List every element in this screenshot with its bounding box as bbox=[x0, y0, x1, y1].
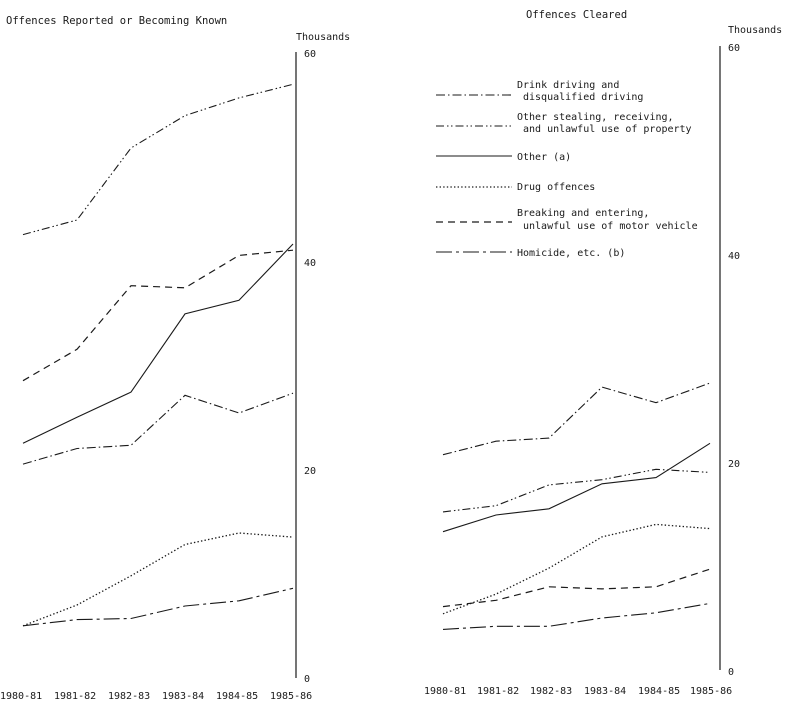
legend-label: Drink driving and bbox=[517, 80, 619, 91]
series-line-longdash bbox=[442, 602, 711, 630]
x-tick-label: 1983-84 bbox=[584, 686, 626, 697]
x-tick-label: 1981-82 bbox=[54, 691, 96, 702]
x-tick-label: 1984-85 bbox=[638, 686, 680, 697]
legend-label: Breaking and entering, bbox=[517, 208, 649, 219]
y-tick-label: 0 bbox=[728, 667, 734, 678]
series-line-dashdotdot bbox=[442, 468, 711, 513]
x-tick-label: 1983-84 bbox=[162, 691, 204, 702]
x-tick-label: 1980-81 bbox=[424, 686, 466, 697]
legend-label: unlawful use of motor vehicle bbox=[523, 221, 698, 232]
y-tick-label: 20 bbox=[304, 466, 316, 477]
chart-right: Offences Cleared Thousands 60 40 20 0 19… bbox=[424, 9, 782, 697]
series-line-dashdot bbox=[22, 392, 294, 465]
series-line-dotted bbox=[22, 532, 294, 627]
y-tick-label: 20 bbox=[728, 459, 740, 470]
x-tick-label: 1985-86 bbox=[270, 691, 312, 702]
series-line-dashed bbox=[442, 568, 711, 608]
chart-right-ylabel: Thousands bbox=[728, 25, 782, 36]
y-tick-label: 60 bbox=[304, 49, 316, 60]
x-tick-label: 1982-83 bbox=[108, 691, 150, 702]
legend-label: Other (a) bbox=[517, 152, 571, 163]
legend-label: and unlawful use of property bbox=[523, 124, 692, 135]
series-line-dotted bbox=[442, 523, 711, 615]
chart-left-title: Offences Reported or Becoming Known bbox=[6, 15, 227, 27]
chart-right-series bbox=[442, 382, 711, 630]
series-line-solid bbox=[22, 243, 294, 444]
y-tick-label: 40 bbox=[728, 251, 740, 262]
legend-label: Other stealing, receiving, bbox=[517, 112, 674, 123]
x-tick-label: 1984-85 bbox=[216, 691, 258, 702]
chart-left-series bbox=[22, 83, 294, 627]
legend-label: disqualified driving bbox=[523, 92, 643, 103]
series-line-solid bbox=[442, 442, 711, 533]
series-line-dashed bbox=[22, 249, 294, 382]
series-line-dashdotdot bbox=[22, 83, 294, 236]
y-tick-label: 60 bbox=[728, 43, 740, 54]
series-line-longdash bbox=[22, 587, 294, 627]
y-tick-label: 40 bbox=[304, 258, 316, 269]
chart-left-ylabel: Thousands bbox=[296, 32, 350, 43]
x-tick-label: 1980-81 bbox=[0, 691, 42, 702]
chart-left: Offences Reported or Becoming Known Thou… bbox=[0, 15, 350, 702]
series-line-dashdot bbox=[442, 382, 711, 456]
chart-right-title: Offences Cleared bbox=[526, 9, 627, 21]
legend-label: Drug offences bbox=[517, 182, 595, 193]
x-tick-label: 1985-86 bbox=[690, 686, 732, 697]
legend-label: Homicide, etc. (b) bbox=[517, 248, 625, 259]
x-tick-label: 1982-83 bbox=[530, 686, 572, 697]
y-tick-label: 0 bbox=[304, 674, 310, 685]
x-tick-label: 1981-82 bbox=[477, 686, 519, 697]
legend: Drink driving and disqualified driving O… bbox=[436, 80, 698, 259]
